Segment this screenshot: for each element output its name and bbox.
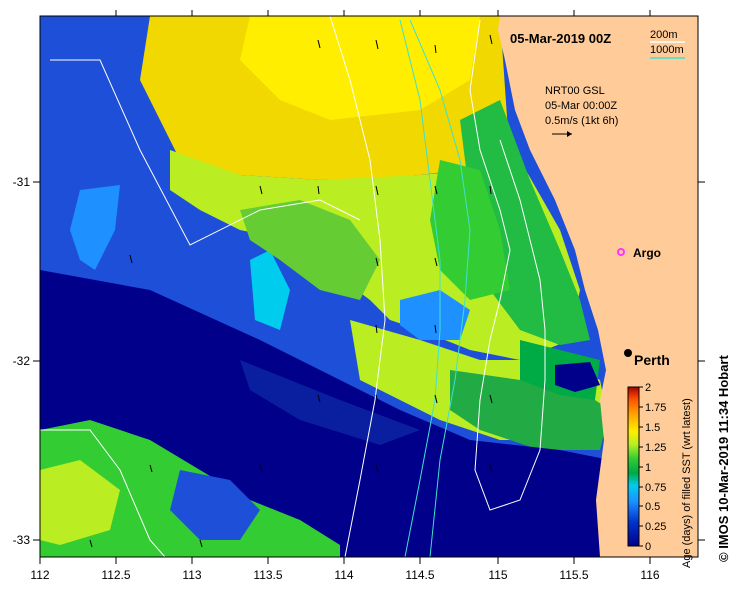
x-tick-label: 116 (640, 568, 659, 582)
x-tick-label: 112.5 (101, 568, 130, 582)
x-tick-label: 114.5 (405, 568, 434, 582)
argo-label: Argo (633, 246, 661, 260)
axis-ticks (33, 10, 705, 564)
colorbar-tick-label: 0.25 (645, 521, 666, 533)
map-frame (39, 15, 699, 558)
map-title: 05-Mar-2019 00Z (510, 31, 611, 46)
credit-text: © IMOS 10-Mar-2019 11:34 Hobart (716, 355, 731, 562)
x-tick-label: 115 (488, 568, 507, 582)
colorbar-tick-label: 2 (645, 382, 651, 394)
argo-marker (617, 248, 625, 256)
current-scale-arrowhead (567, 131, 572, 137)
colorbar-tick-label: 0.5 (645, 501, 660, 513)
isobath-1000m (399, 19, 441, 557)
y-tick-label: -33 (13, 533, 31, 547)
colorbar-tick-label: 1.5 (645, 422, 660, 434)
current-legend: NRT00 GSL 05-Mar 00:00Z 0.5m/s (1kt 6h) (545, 85, 618, 127)
x-tick-label: 112 (30, 568, 49, 582)
isobath-legend-1000m: 1000m (650, 44, 684, 56)
colorbar-tick-label: 0 (645, 541, 651, 553)
sst-age-field (40, 16, 698, 557)
perth-label: Perth (634, 352, 670, 368)
colorbar-tick-label: 1.25 (645, 442, 666, 454)
colorbar (627, 386, 640, 547)
current-legend-line: 0.5m/s (1kt 6h) (545, 115, 618, 127)
y-tick-label: -32 (13, 354, 31, 368)
colorbar-tick-label: 1 (645, 462, 651, 474)
current-legend-line: NRT00 GSL (545, 85, 605, 97)
y-tick-label: -31 (13, 175, 31, 189)
x-tick-label: 113 (182, 568, 201, 582)
colorbar-tick-label: 0.75 (645, 482, 666, 494)
current-legend-line: 05-Mar 00:00Z (545, 100, 617, 112)
colorbar-ticks (639, 386, 643, 547)
isobath-legend-200m: 200m (650, 29, 678, 41)
x-tick-label: 114 (334, 568, 353, 582)
colorbar-label: Age (days) of filled SST (wrt latest) (681, 398, 693, 568)
isobath-200m (469, 19, 546, 511)
colorbar-tick-label: 1.75 (645, 402, 666, 414)
x-tick-label: 115.5 (559, 568, 588, 582)
perth-marker (624, 349, 632, 357)
x-tick-label: 113.5 (253, 568, 282, 582)
current-arrows (89, 34, 493, 548)
